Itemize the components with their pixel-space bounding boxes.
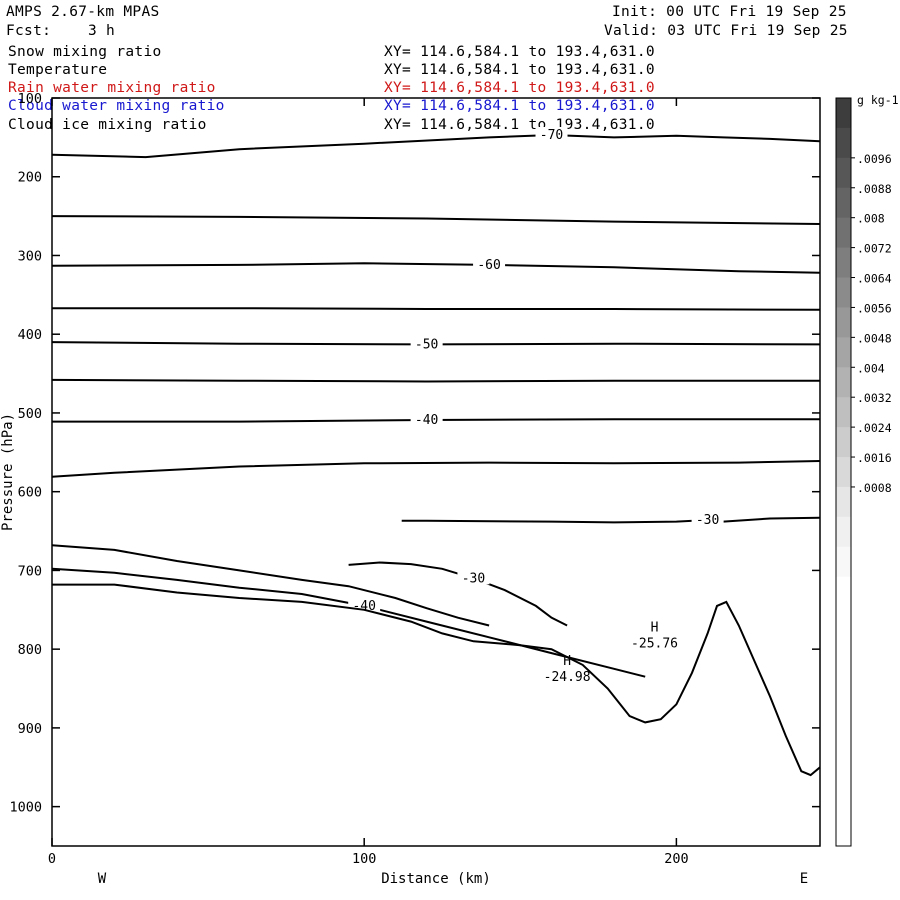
field-xy-temperature: XY= 114.6,584.1 to 193.4,631.0 — [384, 62, 655, 78]
high-value-0: -25.76 — [631, 636, 678, 651]
colorbar-label-11: .0008 — [857, 481, 892, 495]
colorbar-label-0: .0096 — [857, 152, 892, 166]
y-tick-label-9: 1000 — [9, 800, 42, 816]
colorbar-label-8: .0032 — [857, 391, 892, 405]
isotherm-label-bg-6 — [410, 412, 443, 427]
colorbar-label-5: .0056 — [857, 301, 892, 315]
isotherm-label-2: -60 — [477, 258, 500, 273]
x-tick-label-0: 0 — [48, 851, 56, 867]
isotherm-label-0: -70 — [540, 128, 563, 143]
colorbar-swatch-22 — [836, 756, 851, 787]
y-tick-label-8: 900 — [18, 721, 42, 737]
colorbar-swatch-9 — [836, 367, 851, 398]
colorbar-swatch-17 — [836, 606, 851, 638]
colorbar-label-2: .008 — [857, 212, 885, 226]
init-time: Init: 00 UTC Fri 19 Sep 25 — [612, 4, 847, 20]
x-axis-label: Distance (km) — [381, 871, 491, 887]
colorbar-label-1: .0088 — [857, 182, 892, 196]
field-name-snow: Snow mixing ratio — [8, 44, 162, 60]
isotherm-line-3 — [52, 307, 821, 311]
field-name-cloud-water: Cloud water mixing ratio — [8, 98, 225, 114]
forecast-hours: 3 h — [88, 23, 116, 39]
colorbar-units: g kg-1 — [857, 93, 899, 107]
colorbar-label-9: .0024 — [857, 421, 892, 435]
colorbar-swatch-24 — [836, 816, 851, 847]
y-tick-label-0: 100 — [18, 91, 42, 107]
colorbar-swatch-16 — [836, 576, 851, 608]
colorbar-label-3: .0072 — [857, 242, 892, 256]
colorbar-label-6: .0048 — [857, 331, 892, 345]
colorbar-swatch-2 — [836, 157, 851, 189]
isotherm-line-1 — [51, 215, 821, 225]
isotherm-label-bg-0 — [535, 127, 568, 142]
colorbar-swatch-13 — [836, 486, 851, 518]
direction-west: W — [98, 871, 107, 887]
y-tick-label-1: 200 — [18, 170, 42, 186]
isotherm-label-9: -40 — [352, 599, 375, 614]
colorbar-swatch-4 — [836, 217, 851, 249]
colorbar-swatch-21 — [836, 726, 851, 757]
y-tick-label-6: 700 — [18, 563, 42, 579]
colorbar-swatch-7 — [836, 307, 851, 338]
isotherm-line-7 — [51, 460, 821, 478]
direction-east: E — [800, 871, 808, 887]
colorbar-swatch-0 — [836, 98, 851, 129]
field-xy-snow: XY= 114.6,584.1 to 193.4,631.0 — [384, 44, 655, 60]
plot-frame — [51, 97, 821, 847]
field-name-cloud-ice: Cloud ice mixing ratio — [8, 117, 207, 133]
isotherm-line-9 — [51, 567, 646, 678]
isotherm-label-bg-4 — [410, 336, 443, 351]
colorbar-swatch-23 — [836, 786, 851, 817]
isotherm-line-5 — [51, 378, 820, 383]
isotherm-label-6: -40 — [415, 413, 438, 428]
x-tick-label-2: 200 — [664, 851, 688, 867]
colorbar-label-10: .0016 — [857, 451, 892, 465]
colorbar-swatch-18 — [836, 636, 851, 667]
colorbar-swatch-15 — [836, 546, 851, 578]
forecast-label: Fcst: — [6, 23, 52, 39]
isotherm-label-4: -50 — [415, 337, 438, 352]
colorbar-swatch-8 — [836, 337, 851, 368]
high-value-1: -24.98 — [544, 670, 591, 685]
y-axis-label: Pressure (hPa) — [0, 413, 16, 531]
isotherm-line-10 — [51, 544, 490, 627]
colorbar-swatch-20 — [836, 696, 851, 727]
isotherm-label-bg-2 — [473, 256, 506, 271]
isotherm-label-bg-11 — [457, 570, 490, 585]
colorbar-swatch-12 — [836, 457, 851, 488]
isotherm-line-0 — [51, 133, 821, 159]
colorbar-swatch-1 — [836, 127, 851, 159]
colorbar-swatch-3 — [836, 187, 851, 219]
isotherm-label-bg-8 — [691, 512, 724, 527]
model-title: AMPS 2.67-km MPAS — [6, 4, 160, 20]
isotherm-line-8 — [401, 516, 821, 525]
isotherm-label-8: -30 — [696, 513, 719, 528]
field-name-temperature: Temperature — [8, 62, 108, 78]
colorbar-swatch-6 — [836, 277, 851, 308]
y-tick-label-2: 300 — [18, 248, 42, 264]
colorbar-swatch-14 — [836, 516, 851, 548]
terrain-outline — [52, 583, 821, 777]
isotherm-label-11: -30 — [462, 571, 485, 586]
colorbar-swatch-19 — [836, 666, 851, 697]
colorbar-swatch-11 — [836, 427, 851, 458]
isotherm-line-2 — [51, 262, 821, 274]
colorbar-frame — [835, 97, 852, 847]
colorbar-label-7: .004 — [857, 361, 885, 375]
field-name-rain: Rain water mixing ratio — [8, 80, 216, 96]
x-tick-label-1: 100 — [352, 851, 376, 867]
high-marker-1: H — [563, 654, 571, 669]
high-marker-0: H — [651, 620, 659, 635]
colorbar-swatch-5 — [836, 247, 851, 279]
y-tick-label-3: 400 — [18, 327, 42, 343]
valid-time: Valid: 03 UTC Fri 19 Sep 25 — [604, 23, 848, 39]
field-xy-rain: XY= 114.6,584.1 to 193.4,631.0 — [384, 80, 655, 96]
y-tick-label-7: 800 — [18, 642, 42, 658]
field-xy-cloud-water: XY= 114.6,584.1 to 193.4,631.0 — [384, 98, 655, 114]
y-tick-label-4: 500 — [18, 406, 42, 422]
y-tick-label-5: 600 — [18, 485, 42, 501]
colorbar-swatch-10 — [836, 397, 851, 428]
colorbar-label-4: .0064 — [857, 272, 892, 286]
